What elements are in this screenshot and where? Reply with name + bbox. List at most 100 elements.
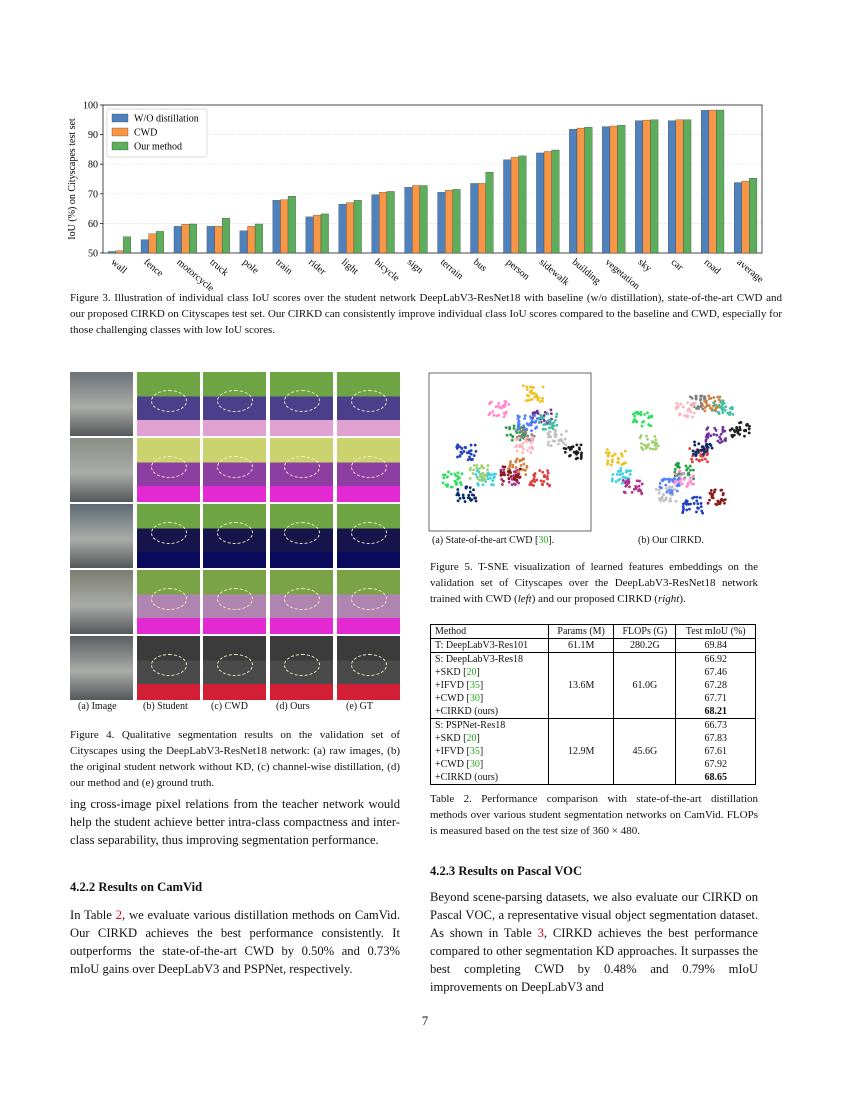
figure-caption: Figure 4. Qualitative segmentation resul… bbox=[70, 729, 400, 789]
reference-link[interactable]: 35 bbox=[469, 680, 480, 691]
text: (a) State-of-the-art CWD [ bbox=[432, 535, 539, 546]
tsne-point bbox=[503, 412, 507, 416]
bar bbox=[602, 126, 611, 254]
tsne-point bbox=[690, 396, 694, 400]
highlight-ellipse bbox=[350, 654, 387, 676]
tsne-point bbox=[529, 423, 533, 427]
tsne-point bbox=[698, 496, 702, 499]
tsne-point bbox=[696, 502, 700, 506]
tsne-point bbox=[532, 411, 536, 414]
figure-image bbox=[336, 372, 400, 436]
reference-link[interactable]: 30 bbox=[538, 535, 549, 546]
tsne-point bbox=[706, 435, 710, 439]
tsne-point bbox=[721, 402, 725, 406]
figure-image bbox=[70, 372, 133, 436]
tsne-point bbox=[475, 463, 479, 467]
tsne-point bbox=[621, 472, 625, 476]
tsne-point bbox=[530, 479, 534, 483]
figure-image bbox=[270, 636, 334, 700]
tsne-point bbox=[693, 495, 696, 499]
tsne-point bbox=[516, 414, 520, 418]
tsne-point bbox=[654, 487, 658, 491]
figure-labels: (a) Image (b) Student (c) CWD (d) Ours (… bbox=[70, 701, 400, 715]
tsne-point bbox=[701, 454, 704, 458]
tsne-point bbox=[502, 479, 505, 483]
cell: 12.9M bbox=[547, 718, 615, 785]
reference-link[interactable]: 35 bbox=[469, 746, 480, 757]
tsne-point bbox=[606, 462, 609, 466]
tsne-point bbox=[705, 449, 709, 452]
highlight-ellipse bbox=[284, 390, 321, 412]
tsne-point bbox=[650, 414, 654, 418]
bar bbox=[536, 152, 545, 254]
reference-link[interactable]: 2 bbox=[115, 908, 123, 922]
tsne-point bbox=[686, 409, 690, 413]
reference-link[interactable]: 30 bbox=[469, 693, 480, 704]
tsne-point bbox=[723, 409, 727, 412]
text: +CWD [ bbox=[435, 693, 470, 704]
cell: S: DeepLabV3-Res18 bbox=[430, 652, 549, 666]
tsne-point bbox=[508, 462, 512, 466]
tsne-point bbox=[569, 447, 573, 450]
bar bbox=[569, 129, 578, 254]
cell: 13.6M bbox=[547, 652, 615, 719]
tsne-point bbox=[535, 417, 539, 420]
tsne-point bbox=[687, 502, 691, 506]
tsne-point bbox=[668, 497, 672, 501]
tsne-point bbox=[710, 446, 714, 450]
tsne-point bbox=[703, 406, 707, 409]
tsne-point bbox=[720, 399, 724, 403]
tsne-point bbox=[519, 464, 523, 467]
tsne-point bbox=[553, 431, 557, 435]
tsne-point bbox=[716, 439, 720, 443]
tsne-point bbox=[504, 426, 508, 430]
tsne-point bbox=[478, 478, 482, 482]
tsne-point bbox=[542, 480, 546, 483]
tsne-point bbox=[640, 446, 643, 449]
tsne-point bbox=[518, 475, 522, 479]
tsne-point bbox=[490, 400, 493, 404]
tsne-point bbox=[705, 403, 709, 407]
tsne-point bbox=[669, 491, 672, 495]
reference-link[interactable]: 20 bbox=[466, 667, 477, 678]
tsne-point bbox=[611, 458, 614, 462]
tsne-point bbox=[718, 502, 722, 506]
tsne-point bbox=[530, 419, 534, 423]
reference-link[interactable]: 20 bbox=[466, 733, 477, 744]
reference-link[interactable]: 3 bbox=[537, 926, 544, 940]
reference-link[interactable]: 30 bbox=[469, 759, 480, 770]
tsne-point bbox=[541, 470, 545, 474]
highlight-ellipse bbox=[217, 654, 254, 676]
tsne-point bbox=[705, 427, 709, 431]
tsne-point bbox=[619, 452, 623, 456]
tsne-point bbox=[636, 412, 640, 416]
tsne-point bbox=[505, 433, 509, 437]
tsne-point bbox=[549, 435, 553, 439]
tsne-point bbox=[657, 491, 661, 495]
tsne-point bbox=[618, 473, 622, 477]
tsne-point bbox=[554, 415, 558, 419]
text: ] bbox=[479, 746, 484, 757]
tsne-point bbox=[709, 406, 712, 410]
tsne-point bbox=[524, 473, 528, 477]
tsne-point bbox=[474, 450, 478, 453]
tsne-point bbox=[634, 487, 638, 491]
tsne-point bbox=[703, 409, 707, 413]
tsne-point bbox=[547, 430, 551, 434]
tsne-point bbox=[554, 429, 557, 433]
x-tick-label: bus bbox=[471, 257, 489, 274]
tsne-point bbox=[617, 457, 620, 461]
tsne-point bbox=[657, 497, 661, 501]
tsne-point bbox=[712, 401, 716, 405]
tsne-point bbox=[691, 475, 695, 478]
tsne-point bbox=[546, 482, 549, 486]
bar bbox=[419, 185, 428, 254]
tsne-point bbox=[478, 467, 481, 470]
tsne-point bbox=[554, 418, 557, 422]
tsne-point bbox=[623, 449, 627, 453]
tsne-point bbox=[456, 455, 459, 459]
tsne-point bbox=[502, 468, 506, 472]
tsne-point bbox=[647, 415, 651, 418]
tsne-point bbox=[528, 438, 531, 441]
highlight-ellipse bbox=[150, 522, 187, 544]
